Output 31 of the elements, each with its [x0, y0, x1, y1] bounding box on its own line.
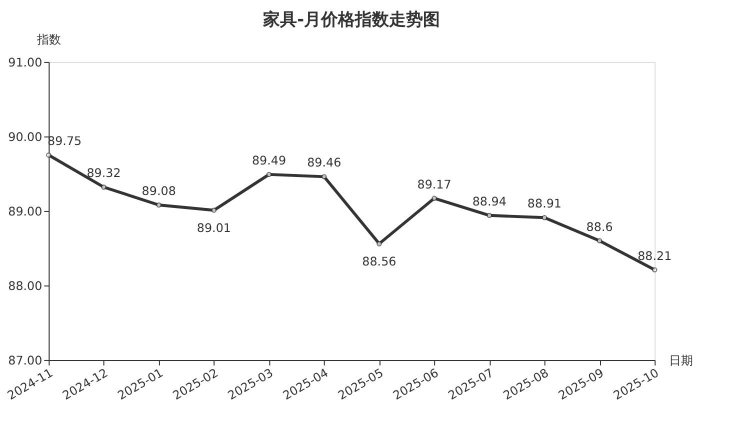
y-tick-label: 88.00 — [8, 278, 42, 293]
point — [376, 241, 382, 246]
chart-title: 家具-月价格指数走势图 — [262, 9, 440, 30]
data-label: 88.94 — [472, 194, 506, 208]
point — [211, 208, 217, 213]
point — [432, 196, 437, 201]
data-label: 89.46 — [307, 156, 342, 170]
y-tick-label: 89.00 — [8, 204, 42, 218]
data-label: 88.6 — [586, 220, 613, 234]
point — [46, 152, 52, 158]
y-tick-label: 90.00 — [8, 130, 42, 144]
data-label: 89.32 — [86, 166, 121, 180]
y-tick-label: 87.00 — [8, 353, 42, 368]
data-label: 89.49 — [252, 154, 286, 168]
data-label: 88.56 — [362, 254, 396, 269]
data-label: 89.08 — [142, 184, 176, 198]
point — [486, 212, 492, 218]
x-axis-title: 日期 — [669, 353, 694, 368]
data-label: 88.21 — [638, 248, 672, 263]
data-label: 89.17 — [417, 177, 452, 192]
point — [156, 202, 162, 208]
point — [322, 174, 327, 180]
y-tick-label: 91.00 — [8, 55, 42, 70]
point — [101, 184, 106, 190]
point — [596, 238, 602, 244]
point — [652, 267, 658, 272]
data-label: 88.91 — [527, 196, 562, 211]
point — [266, 172, 272, 178]
point — [542, 215, 548, 220]
data-label: 89.01 — [196, 221, 231, 236]
y-axis-title: 指数 — [36, 32, 62, 47]
